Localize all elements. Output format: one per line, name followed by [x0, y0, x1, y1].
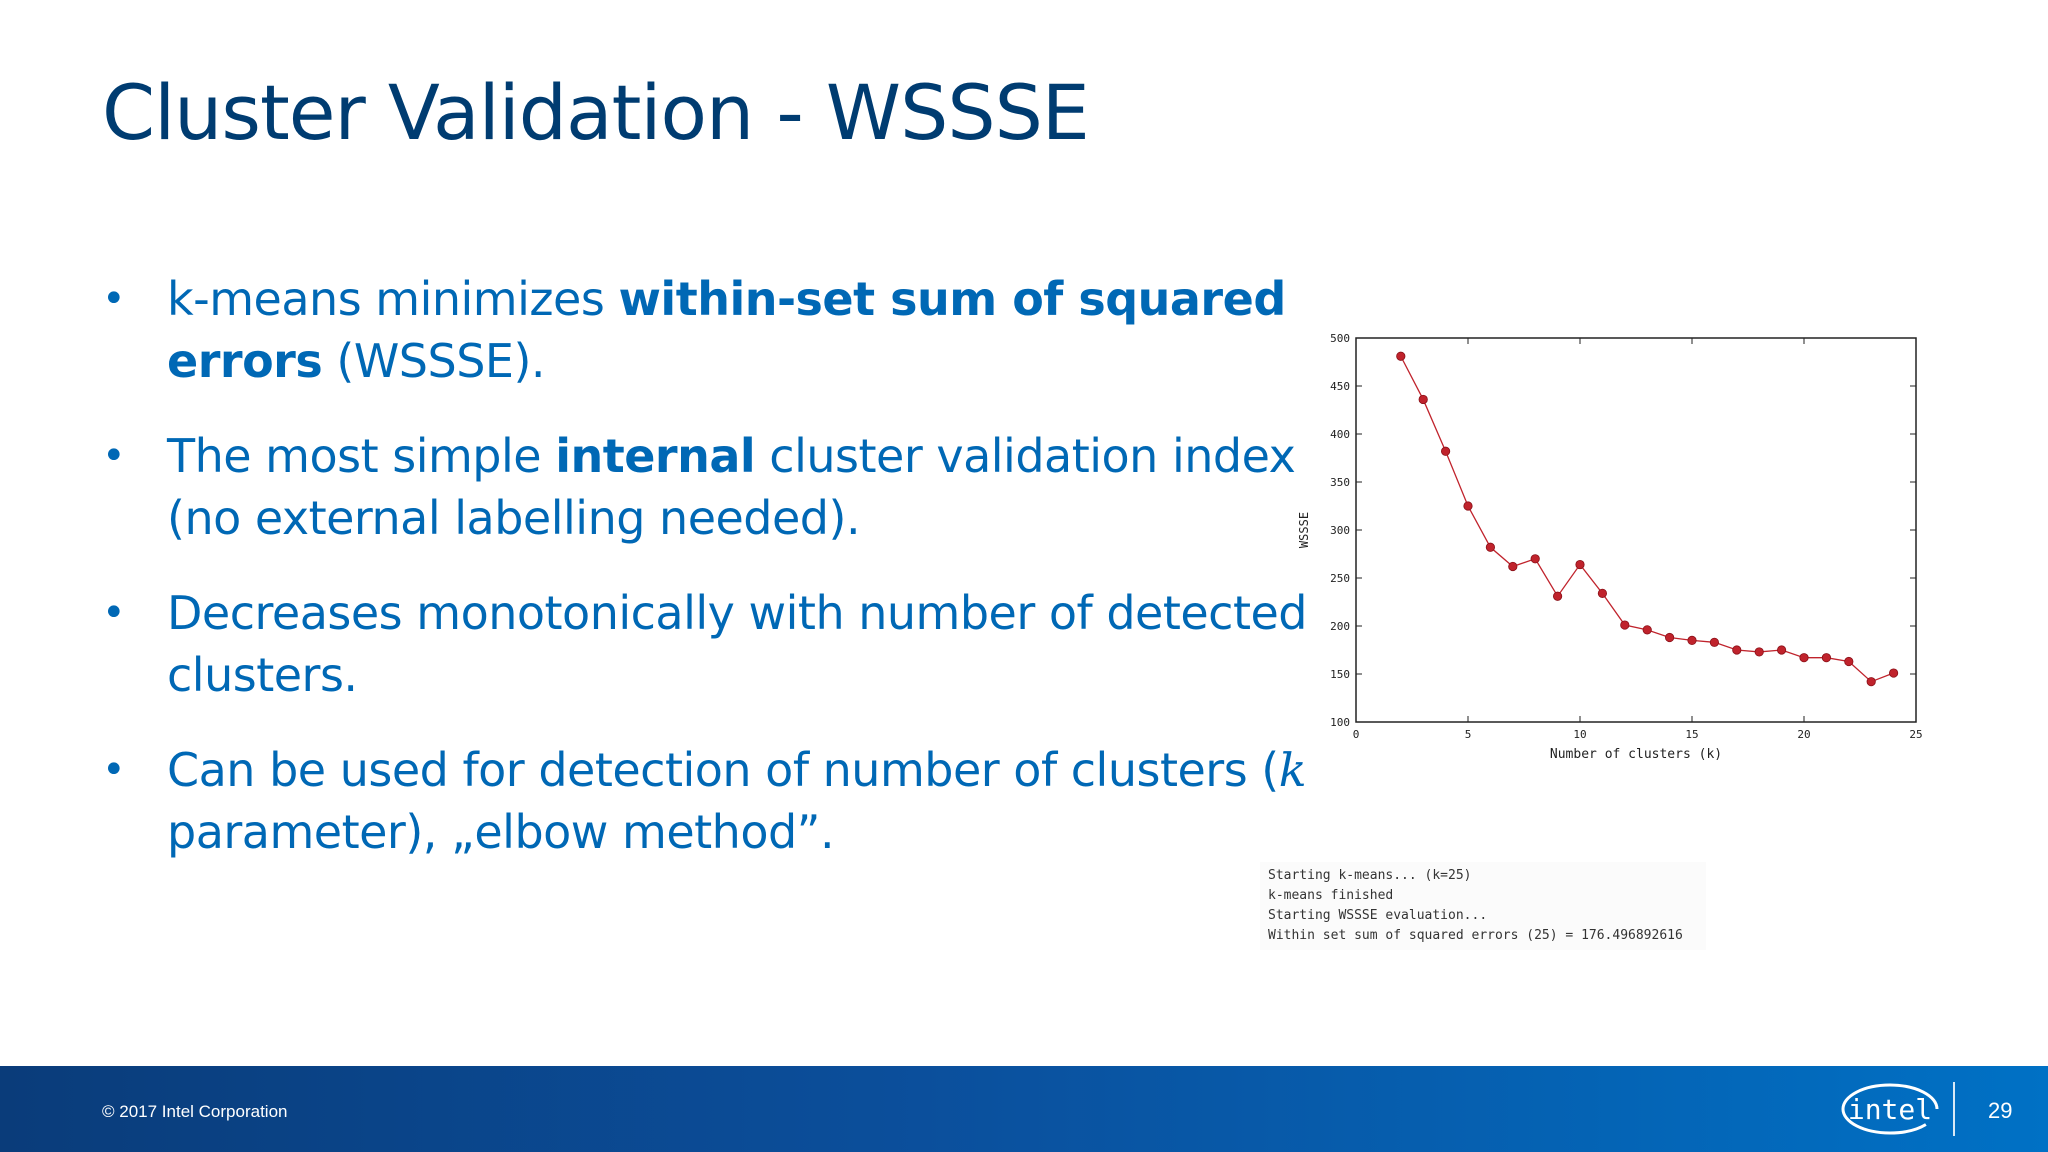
y-tick-label: 200 — [1330, 620, 1350, 633]
bullet-item: The most simple internal cluster validat… — [102, 425, 1322, 549]
bullet-list: k-means minimizes within-set sum of squa… — [102, 268, 1322, 896]
data-point — [1776, 645, 1787, 655]
data-point — [1463, 501, 1473, 511]
data-point — [1575, 559, 1585, 570]
wssse-chart: 0 5 10 15 20 25 100 150 200 250 300 350 400 450 500 Num… — [1290, 320, 1930, 774]
bullet-text: Can be used for detection of number of c… — [167, 743, 1279, 797]
bullet-text: parameter), „elbow method”. — [167, 805, 835, 859]
console-line: Within set sum of squared errors (25) = … — [1268, 928, 1683, 943]
data-point — [1396, 351, 1406, 361]
intel-logo: intel — [1840, 1078, 1940, 1142]
y-tick-label: 350 — [1330, 476, 1350, 489]
bullet-text: (WSSSE). — [322, 334, 546, 388]
y-tick-label: 150 — [1330, 668, 1350, 681]
bullet-text: cluster validation index (no external la… — [167, 429, 1296, 545]
data-point — [1642, 625, 1652, 635]
bullet-item: k-means minimizes within-set sum of squa… — [102, 268, 1322, 392]
data-point — [1821, 653, 1832, 663]
x-tick-label: 10 — [1573, 728, 1586, 741]
page-number: 29 — [1988, 1098, 2013, 1123]
data-point — [1620, 620, 1630, 630]
x-tick-label: 20 — [1797, 728, 1810, 741]
footer-divider — [1953, 1082, 1955, 1136]
data-point — [1732, 645, 1742, 655]
chart-svg: 0 5 10 15 20 25 100 150 200 250 300 350 400 450 500 Num… — [1297, 332, 1923, 762]
data-point — [1418, 394, 1428, 405]
data-point — [1844, 656, 1854, 667]
bullet-text: k-means minimizes — [167, 272, 619, 326]
bullet-item: Can be used for detection of number of c… — [102, 739, 1322, 863]
x-tick-label: 0 — [1353, 728, 1360, 741]
bullet-math: k — [1278, 743, 1307, 797]
bullet-emphasis: within-set sum of squared errors — [167, 272, 1286, 388]
bullet-text: The most simple — [167, 429, 556, 483]
logo-text: intel — [1848, 1093, 1932, 1126]
x-axis-label: Number of clusters (k) — [1550, 747, 1722, 762]
data-point — [1664, 632, 1675, 643]
data-point — [1597, 588, 1607, 598]
data-point — [1799, 653, 1809, 663]
y-tick-label: 300 — [1330, 524, 1350, 537]
copyright-text: © 2017 Intel Corporation — [102, 1102, 288, 1121]
data-point — [1754, 647, 1764, 657]
data-point — [1441, 446, 1451, 456]
data-point — [1709, 637, 1719, 647]
footer-bar: © 2017 Intel Corporation intel 29 — [0, 1066, 2048, 1152]
y-tick-label: 400 — [1330, 428, 1350, 441]
x-tick-label: 5 — [1465, 728, 1472, 741]
data-point — [1552, 591, 1563, 601]
console-line: Starting WSSSE evaluation... — [1268, 908, 1488, 923]
data-point — [1530, 554, 1540, 564]
y-tick-label: 450 — [1330, 380, 1350, 393]
y-tick-label: 250 — [1330, 572, 1350, 585]
bullet-text: Decreases monotonically with number of d… — [167, 586, 1308, 702]
console-line: Starting k-means... (k=25) — [1268, 868, 1472, 883]
data-point — [1485, 542, 1495, 552]
y-axis-label: WSSSE — [1297, 512, 1311, 548]
y-tick-label: 500 — [1330, 332, 1350, 345]
bullet-item: Decreases monotonically with number of d… — [102, 582, 1322, 706]
bullet-emphasis: internal — [555, 429, 756, 483]
slide-title: Cluster Validation - WSSSE — [102, 68, 1090, 157]
x-tick-label: 15 — [1685, 728, 1698, 741]
plot-frame — [1355, 337, 1917, 723]
console-line: k-means finished — [1268, 888, 1394, 903]
y-tick-label: 100 — [1330, 716, 1350, 729]
console-output: Starting k-means... (k=25) k-means finish… — [1260, 862, 1706, 950]
data-point — [1687, 635, 1697, 645]
x-tick-label: 25 — [1909, 728, 1922, 741]
data-point — [1866, 677, 1876, 687]
data-point — [1508, 561, 1518, 572]
data-point — [1888, 668, 1899, 678]
